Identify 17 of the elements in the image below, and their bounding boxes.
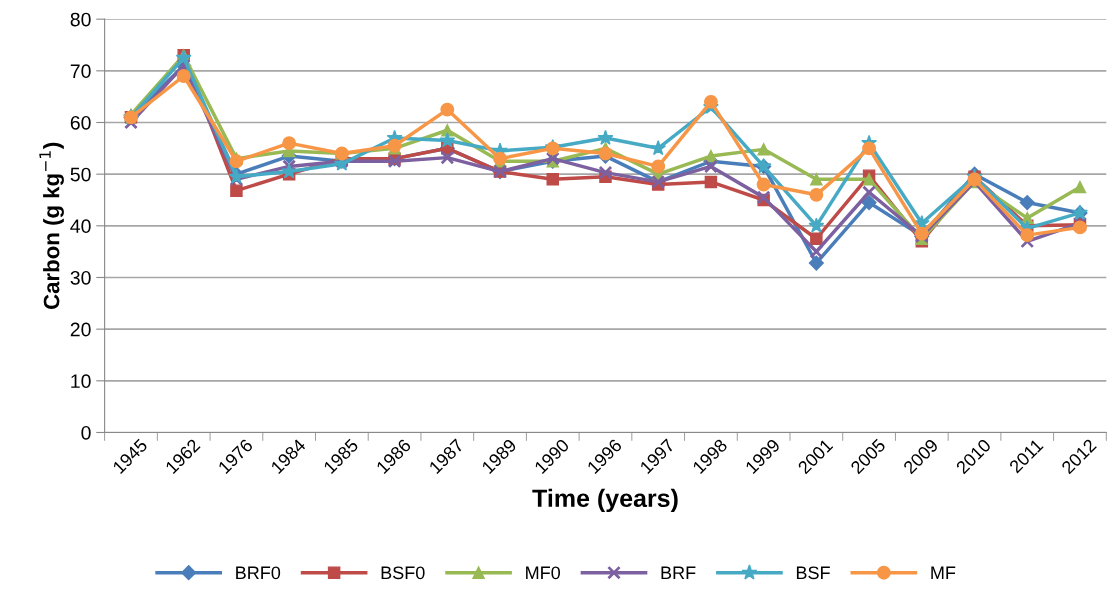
legend-label: BRF0	[236, 566, 281, 580]
y-tick-label: 0	[81, 425, 91, 440]
y-tick-label: 60	[70, 115, 91, 130]
legend-label: MF0	[526, 566, 561, 580]
y-tick-label: 40	[70, 219, 91, 234]
y-tick-label: 50	[70, 167, 91, 182]
y-tick-label: 80	[70, 12, 91, 27]
legend-label: MF	[931, 566, 956, 579]
legend-label: BSF	[796, 566, 830, 580]
legend-label: BRF	[661, 566, 696, 579]
y-tick-label: 70	[70, 64, 91, 79]
y-tick-label: 10	[71, 374, 91, 389]
y-axis-title: Carbon (g kg$^{−1}$)	[39, 142, 64, 310]
y-tick-label: 20	[70, 322, 91, 337]
x-axis-title: Time (years)	[532, 488, 678, 513]
y-tick-label: 30	[70, 270, 91, 285]
legend-label: BSF0	[381, 566, 425, 580]
